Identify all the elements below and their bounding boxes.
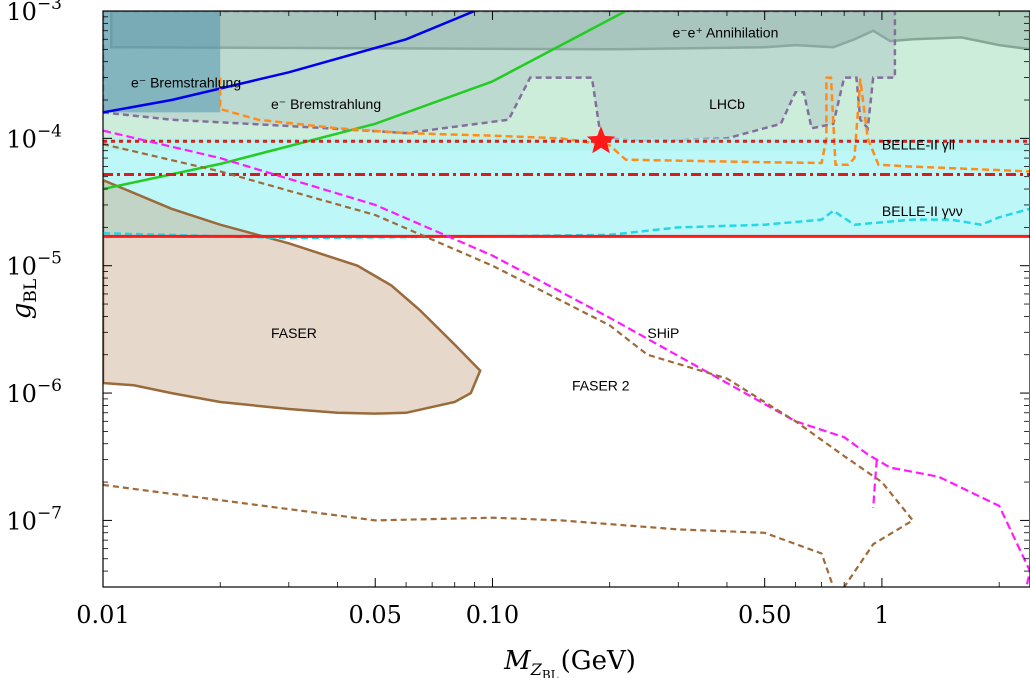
y-axis-title: gBL bbox=[7, 279, 41, 319]
y-tick-label: 10−6 bbox=[6, 376, 62, 408]
y-tick-label: 10−3 bbox=[6, 0, 62, 26]
x-tick-label: 1 bbox=[874, 601, 889, 629]
x-tick-label: 0.01 bbox=[76, 601, 129, 629]
curve-line-0 bbox=[103, 11, 476, 114]
y-tick-label: 10−7 bbox=[6, 503, 62, 535]
x-tick-label: 0.10 bbox=[466, 601, 519, 629]
region-e-e-annihilation bbox=[110, 11, 1030, 51]
curve-faser-2 bbox=[103, 143, 914, 587]
region-labels: e⁻ Bremstrahlung e⁻ Bremstrahlung e⁻e⁺ Ann… bbox=[131, 24, 963, 393]
label-e-e-annihilation: e⁻e⁺ Annihilation bbox=[673, 24, 779, 40]
plot-border bbox=[102, 10, 1030, 588]
region-faser bbox=[103, 178, 482, 415]
label-e-bremstrahlung: e⁻ Bremstrahlung bbox=[131, 75, 241, 91]
y-axis-ticks: 10−3 10−4 10−5 10−6 10−7 bbox=[6, 0, 1029, 588]
x-tick-label: 0.50 bbox=[738, 601, 791, 629]
constraint-curves bbox=[103, 11, 1030, 587]
label-e-bremstrahlung: e⁻ Bremstrahlung bbox=[271, 96, 381, 112]
star-marker bbox=[586, 126, 616, 154]
curve-line-2 bbox=[218, 76, 1030, 173]
label-ship: SHiP bbox=[647, 325, 679, 341]
x-axis-title: MZBL(GeV) bbox=[503, 646, 636, 678]
benchmark-marker bbox=[586, 126, 616, 154]
y-tick-label: 10−4 bbox=[6, 121, 62, 153]
label-lhcb: LHCb bbox=[709, 96, 745, 112]
curve-ship bbox=[103, 129, 1030, 587]
curve-line-1 bbox=[103, 11, 627, 191]
region-band-3 bbox=[103, 11, 1030, 151]
label-faser-2: FASER 2 bbox=[572, 377, 630, 393]
label-belle-ii: BELLE-II γνν bbox=[882, 203, 963, 219]
curve-line-10 bbox=[103, 483, 835, 587]
y-tick-label: 10−5 bbox=[6, 249, 62, 281]
x-axis-ticks: 0.01 0.05 0.10 0.50 1 bbox=[76, 11, 1000, 629]
x-tick-label: 0.05 bbox=[349, 601, 402, 629]
region-lhcb bbox=[103, 11, 897, 142]
plot-frame bbox=[102, 10, 1030, 588]
region-band-2 bbox=[103, 11, 221, 113]
label-faser: FASER bbox=[271, 325, 317, 341]
label-belle-ii-ll: BELLE-II γll bbox=[882, 136, 955, 152]
curve-line-8 bbox=[872, 459, 878, 509]
